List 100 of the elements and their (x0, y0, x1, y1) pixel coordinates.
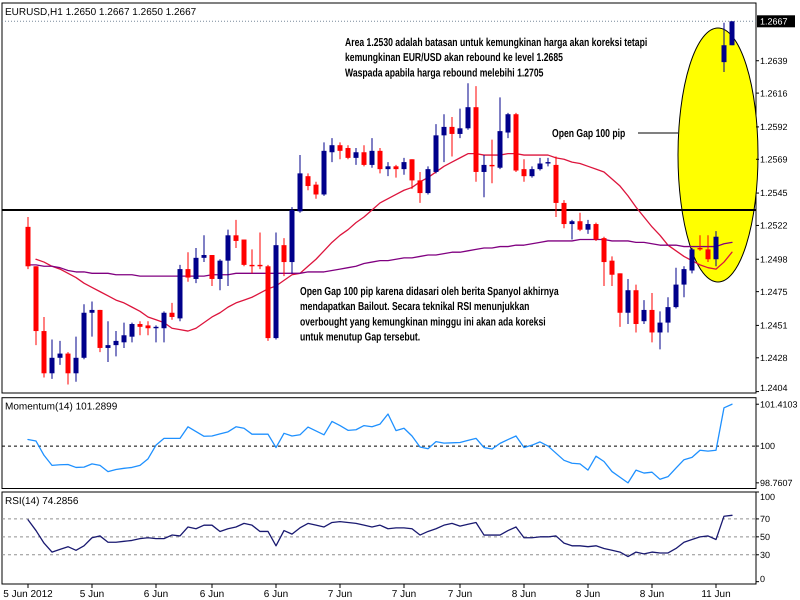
candlestick (114, 330, 118, 357)
candlestick (402, 157, 406, 176)
candlestick (338, 142, 342, 160)
candlestick (194, 247, 198, 284)
candlestick (250, 248, 254, 274)
chart-title: Momentum(14) 101.2899 (5, 402, 118, 413)
candlestick (578, 212, 582, 232)
candlestick (138, 320, 142, 336)
x-tick-label: 7 Jun (328, 589, 352, 600)
y-tick-label: 1.2404 (760, 383, 788, 394)
candlestick (106, 320, 110, 363)
x-tick-label: 6 Jun (144, 589, 168, 600)
candlestick (58, 340, 62, 366)
candlestick (162, 310, 166, 343)
y-tick-label: 50 (760, 532, 770, 542)
candlestick (650, 292, 654, 343)
candlestick (658, 310, 662, 350)
candlestick (418, 171, 422, 204)
candlestick (682, 266, 686, 298)
candlestick (530, 166, 534, 178)
y-tick-label: 1.2451 (760, 320, 788, 331)
y-tick-label: 1.2639 (760, 56, 788, 66)
candlestick (594, 222, 598, 242)
candlestick (66, 352, 70, 386)
x-tick-label: 6 Jun (200, 589, 224, 600)
candlestick (714, 230, 718, 267)
x-tick-label: 11 Jun (701, 589, 731, 600)
candlestick (690, 247, 694, 274)
candlestick (666, 296, 670, 333)
candlestick (362, 144, 366, 167)
x-tick-label: 5 Jun 2012 (3, 589, 54, 600)
candlestick (570, 219, 574, 240)
line-series (35, 153, 733, 332)
x-tick-label: 8 Jun (576, 589, 600, 600)
y-tick-label: 30 (760, 550, 770, 560)
line-series (27, 514, 733, 558)
y-tick-label: 0 (760, 574, 766, 584)
x-tick-label: 6 Jun (264, 589, 288, 600)
candlestick (642, 300, 646, 325)
x-tick-label: 8 Jun (640, 589, 664, 600)
candlestick (330, 138, 334, 163)
ref-line-label: 1.2667 (760, 16, 788, 26)
candlestick (282, 238, 286, 277)
candlestick (458, 108, 462, 139)
y-tick-label: 1.2522 (760, 220, 788, 231)
candlestick (466, 82, 470, 130)
y-tick-label: 100 (760, 492, 776, 502)
candlestick (482, 154, 486, 198)
candlestick (722, 22, 726, 72)
candlestick (626, 278, 630, 325)
candlestick (74, 336, 78, 382)
candlestick (602, 236, 606, 286)
candlestick (506, 112, 510, 139)
candlestick (210, 254, 214, 286)
y-tick-label: 1.2498 (760, 254, 788, 264)
candlestick (522, 158, 526, 182)
x-tick-label: 8 Jun (512, 589, 536, 600)
candlestick (258, 232, 262, 270)
candlestick (370, 138, 374, 168)
x-tick-label: 7 Jun (448, 589, 472, 600)
candlestick (306, 172, 310, 191)
y-tick-label: 1.2428 (760, 352, 788, 363)
candlestick (538, 157, 542, 172)
candlestick (202, 234, 206, 263)
y-tick-label: 70 (760, 514, 770, 524)
candlestick (314, 181, 318, 200)
candlestick (562, 200, 566, 229)
candlestick (186, 252, 190, 282)
candlestick (130, 322, 134, 343)
candlestick (586, 219, 590, 234)
y-tick-label: 1.2616 (760, 88, 788, 98)
candlestick (122, 322, 126, 348)
candlestick (450, 116, 454, 157)
y-tick-label: 1.2592 (760, 122, 788, 132)
candlestick (490, 139, 494, 184)
candlestick (50, 339, 54, 380)
annotation: Area 1.2530 adalah batasan untuk kemungkinan harga akan koreksi tetapi kemungkinan EUR/USD akan rebound ke level 1.2685 Waspada apabila harga rebound melebihi 1.2705 (345, 36, 648, 80)
candlestick (218, 258, 222, 291)
candlestick (378, 148, 382, 174)
candlestick (442, 114, 446, 163)
candlestick (426, 166, 430, 195)
candlestick (354, 148, 358, 166)
x-tick-label: 7 Jun (392, 589, 416, 600)
y-tick-label: 1.2545 (760, 188, 788, 198)
annotation: Open Gap 100 pip (552, 128, 626, 140)
annotation: Open Gap 100 pip karena didasari oleh berita Spanyol akhirnya mendapatkan Bailout. Secara teknikal RSI menunjukkan overbought yang kemungkinan minggu ini akan ada koreksi untuk menutup Gap tersebut. (300, 286, 559, 344)
candlestick (706, 234, 710, 263)
y-tick-label: 101.4103 (760, 399, 798, 410)
x-tick-label: 5 Jun (80, 589, 104, 600)
y-tick-label: 1.2569 (760, 154, 788, 164)
y-tick-label: 98.7607 (760, 478, 793, 488)
candlestick (410, 158, 414, 190)
candlestick (346, 144, 350, 160)
candlestick (698, 234, 702, 252)
candlestick (674, 267, 678, 310)
y-tick-label: 1.2475 (760, 286, 788, 297)
candlestick (234, 219, 238, 248)
chart-title: RSI(14) 74.2856 (5, 496, 79, 507)
candlestick (170, 302, 174, 320)
chart-title: EURUSD,H1 1.2650 1.2667 1.2650 1.2667 (5, 7, 197, 18)
